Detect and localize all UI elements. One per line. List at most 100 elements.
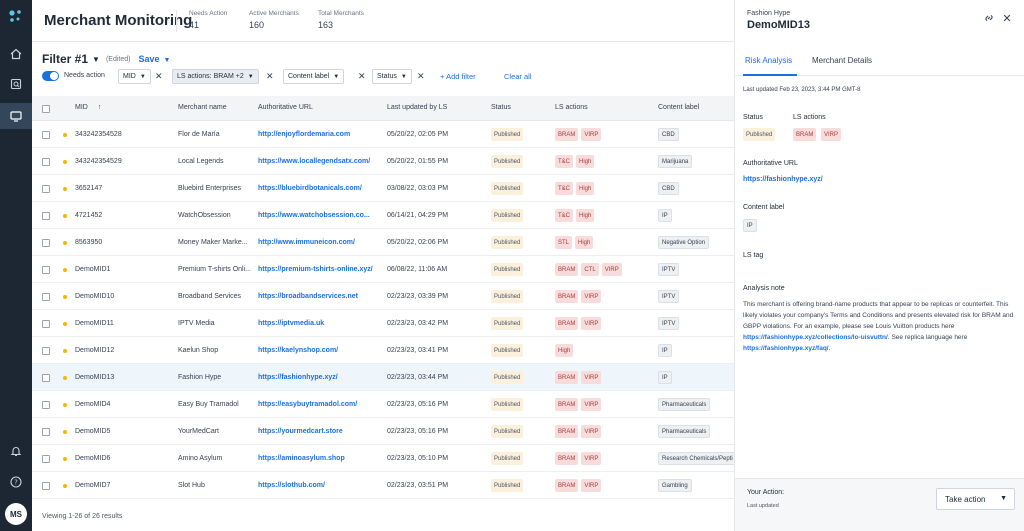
clear-all-button[interactable]: Clear all	[504, 72, 532, 81]
filter-chip-status[interactable]: Status ▼	[372, 69, 412, 84]
cell-url-link[interactable]: https://slothub.com/	[258, 482, 325, 489]
link-icon[interactable]	[983, 12, 995, 24]
close-icon[interactable]: ✕	[266, 71, 274, 81]
filter-name[interactable]: Filter #1	[42, 52, 89, 66]
table-row[interactable]: DemoMID7 Slot Hub https://slothub.com/02/2…	[32, 472, 734, 499]
close-icon[interactable]: ✕	[358, 71, 366, 81]
tab-risk-analysis[interactable]: Risk Analysis	[745, 56, 793, 65]
analysis-link[interactable]: https://fashionhype.xyz/faq/	[743, 345, 829, 352]
needs-action-toggle[interactable]	[42, 71, 59, 81]
content-label-tag: CBD	[658, 128, 679, 141]
row-checkbox[interactable]	[42, 482, 50, 490]
cell-url-link[interactable]: https://bluebirdbotanicals.com/	[258, 185, 362, 192]
table-row[interactable]: 3652147 Bluebird Enterprises https://blueb…	[32, 175, 734, 202]
cell-url-link[interactable]: https://yourmedcart.store	[258, 428, 343, 435]
analysis-link[interactable]: https://fashionhype.xyz/collections/lo-u…	[743, 334, 888, 341]
tab-merchant-details[interactable]: Merchant Details	[812, 56, 873, 65]
content-label-tag: Pharmaceuticals	[658, 398, 711, 411]
column-header-url[interactable]: Authoritative URL	[258, 104, 313, 111]
close-icon[interactable]: ✕	[417, 71, 425, 81]
analysis-text: This merchant is offering brand-name pro…	[743, 301, 1014, 330]
panel-merchant-name: Fashion Hype	[747, 10, 791, 17]
monitor-icon[interactable]	[0, 103, 32, 129]
column-header-ls-actions[interactable]: LS actions	[555, 104, 588, 111]
row-checkbox[interactable]	[42, 320, 50, 328]
table-row[interactable]: DemoMID12 Kaelun Shop https://kaelynshop.c…	[32, 337, 734, 364]
search-document-icon[interactable]	[6, 74, 26, 94]
add-filter-button[interactable]: + Add filter	[440, 72, 476, 81]
table-row[interactable]: DemoMID10 Broadband Services https://broad…	[32, 283, 734, 310]
row-checkbox[interactable]	[42, 266, 50, 274]
cell-mid: 343242354529	[75, 158, 122, 165]
cell-url-link[interactable]: https://www.locallegendsatx.com/	[258, 158, 371, 165]
cell-url-link[interactable]: https://www.watchobsession.co...	[258, 212, 370, 219]
row-checkbox[interactable]	[42, 374, 50, 382]
main-area: Merchant Monitoring Needs Action 41 Acti…	[32, 0, 734, 531]
column-header-merchant-name[interactable]: Merchant name	[178, 104, 227, 111]
save-button[interactable]: Save ▼	[138, 54, 170, 64]
cell-url-link[interactable]: http://enjoyflordemaria.com	[258, 131, 351, 138]
authoritative-url-link[interactable]: https://fashionhype.xyz/	[743, 176, 823, 183]
row-checkbox[interactable]	[42, 428, 50, 436]
row-checkbox[interactable]	[42, 212, 50, 220]
ls-action-tag: BRAM	[555, 398, 579, 411]
home-icon[interactable]	[6, 44, 26, 64]
cell-url-link[interactable]: https://aminoasylum.shop	[258, 455, 345, 462]
select-all-checkbox[interactable]	[42, 105, 50, 113]
table-row[interactable]: 8563950 Money Maker Marke... http://www.im…	[32, 229, 734, 256]
cell-url-link[interactable]: https://fashionhype.xyz/	[258, 374, 338, 381]
table-row[interactable]: DemoMID5 YourMedCart https://yourmedcart.s…	[32, 418, 734, 445]
cell-last-updated: 06/08/22, 11:06 AM	[387, 266, 448, 273]
table-row[interactable]: DemoMID4 Easy Buy Tramadol https://easybuy…	[32, 391, 734, 418]
table-row[interactable]: 4721452 WatchObsession https://www.watchob…	[32, 202, 734, 229]
cell-merchant-name: Amino Asylum	[178, 455, 223, 462]
table-row[interactable]: 343242354528 Flor de María http://enjoyflo…	[32, 121, 734, 148]
column-header-mid[interactable]: MID ↑	[75, 104, 101, 111]
column-header-status[interactable]: Status	[491, 104, 511, 111]
ls-actions-cell: T&C High	[555, 155, 595, 168]
row-checkbox[interactable]	[42, 401, 50, 409]
table-row[interactable]: 343242354529 Local Legends https://www.loc…	[32, 148, 734, 175]
close-icon[interactable]: ✕	[155, 71, 163, 81]
close-icon[interactable]: ✕	[1002, 12, 1012, 25]
cell-last-updated: 02/23/23, 05:16 PM	[387, 428, 449, 435]
table-row[interactable]: DemoMID1 Premium T-shirts Onli... https://…	[32, 256, 734, 283]
cell-url-link[interactable]: https://easybuytramadol.com/	[258, 401, 358, 408]
column-header-last-updated[interactable]: Last updated by LS	[387, 104, 448, 111]
cell-url-link[interactable]: https://premium-tshirts-online.xyz/	[258, 266, 373, 273]
cell-last-updated: 06/14/21, 04:29 PM	[387, 212, 449, 219]
cell-url-link[interactable]: http://www.immuneicon.com/	[258, 239, 355, 246]
status-label: Status	[743, 114, 763, 121]
row-checkbox[interactable]	[42, 347, 50, 355]
cell-url-link[interactable]: https://iptvmedia.uk	[258, 320, 325, 327]
avatar[interactable]: MS	[5, 503, 27, 525]
cell-url-link[interactable]: https://kaelynshop.com/	[258, 347, 339, 354]
ls-action-tag: VIRP	[581, 128, 602, 141]
ls-action-tag: High	[576, 182, 595, 195]
row-checkbox[interactable]	[42, 455, 50, 463]
row-checkbox[interactable]	[42, 293, 50, 301]
cell-url-link[interactable]: https://broadbandservices.net	[258, 293, 358, 300]
bell-icon[interactable]	[6, 441, 26, 461]
content-label-tag: IP	[658, 371, 672, 384]
table-row[interactable]: DemoMID6 Amino Asylum https://aminoasylum.…	[32, 445, 734, 472]
column-label: MID	[75, 104, 88, 111]
sort-arrow-icon[interactable]: ↑	[97, 104, 102, 111]
filter-chip-mid[interactable]: MID ▼	[118, 69, 151, 84]
help-icon[interactable]: ?	[6, 472, 26, 492]
row-checkbox[interactable]	[42, 239, 50, 247]
table-row[interactable]: DemoMID11 IPTV Media https://iptvmedia.uk 0…	[32, 310, 734, 337]
row-checkbox[interactable]	[42, 185, 50, 193]
table-row[interactable]: DemoMID13 Fashion Hype https://fashionhype…	[32, 364, 734, 391]
your-action-last-updated: Last updated	[747, 503, 779, 509]
take-action-button[interactable]: Take action ▼	[936, 488, 1015, 510]
cell-last-updated: 02/23/23, 03:44 PM	[387, 374, 449, 381]
row-checkbox[interactable]	[42, 158, 50, 166]
needs-action-dot	[63, 322, 67, 326]
filter-chip-ls-actions[interactable]: LS actions: BRAM +2 ▼	[172, 69, 259, 84]
filter-chip-content-label[interactable]: Content label ▼	[283, 69, 345, 84]
column-header-content-label[interactable]: Content label	[658, 104, 700, 111]
chevron-down-icon[interactable]: ▼	[92, 54, 100, 64]
row-checkbox[interactable]	[42, 131, 50, 139]
ls-actions-cell: BRAM VIRP	[555, 425, 602, 438]
